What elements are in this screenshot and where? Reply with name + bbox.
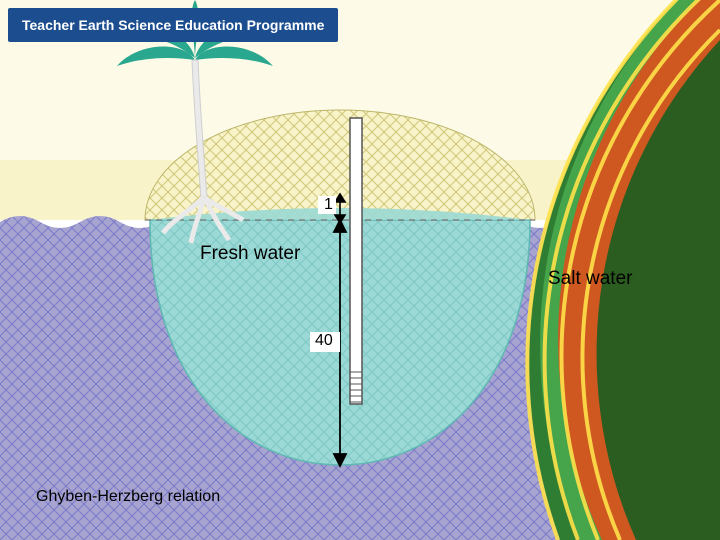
fresh-water-label: Fresh water <box>200 243 300 265</box>
ratio-bottom-label: 40 <box>313 332 335 350</box>
diagram-canvas: Teacher Earth Science Education Programm… <box>0 0 720 540</box>
salt-water-label: Salt water <box>548 268 632 290</box>
ratio-top-label: 1 <box>322 196 335 214</box>
header-title: Teacher Earth Science Education Programm… <box>22 17 324 33</box>
header-bar: Teacher Earth Science Education Programm… <box>8 8 338 42</box>
well <box>350 118 362 404</box>
caption: Ghyben-Herzberg relation <box>36 488 220 506</box>
